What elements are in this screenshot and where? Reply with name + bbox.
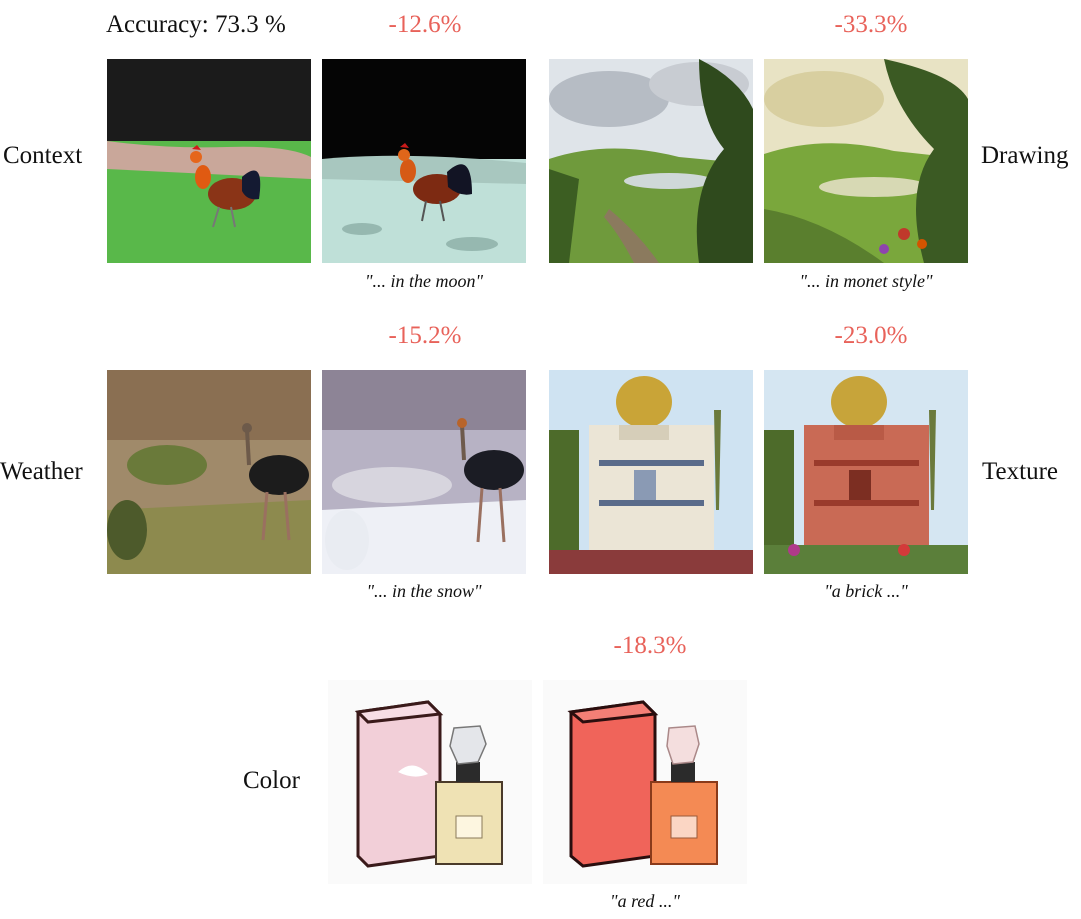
- accuracy-label: Accuracy: 73.3 %: [106, 11, 286, 38]
- caption-drawing: "... in monet style": [799, 271, 933, 291]
- image-mosque-brick: [764, 370, 968, 574]
- image-mosque-original: [549, 370, 753, 574]
- image-rooster-moon: [322, 59, 526, 263]
- delta-texture: -23.0%: [834, 322, 908, 349]
- category-context: Context: [3, 142, 83, 169]
- caption-weather: "... in the snow": [366, 581, 482, 601]
- category-drawing: Drawing: [981, 142, 1069, 169]
- image-landscape-monet: [764, 59, 968, 263]
- image-landscape-original: [549, 59, 753, 263]
- image-perfume-red: [543, 680, 747, 884]
- category-weather: Weather: [0, 458, 83, 485]
- delta-weather: -15.2%: [388, 322, 462, 349]
- image-rooster-original: [107, 59, 311, 263]
- delta-context: -12.6%: [388, 11, 462, 38]
- delta-drawing: -33.3%: [834, 11, 908, 38]
- caption-texture: "a brick ...": [824, 581, 908, 601]
- image-perfume-original: [328, 680, 532, 884]
- image-ostrich-original: [107, 370, 311, 574]
- category-color: Color: [243, 767, 300, 794]
- image-ostrich-snow: [322, 370, 526, 574]
- delta-color: -18.3%: [613, 632, 687, 659]
- caption-color: "a red ...": [610, 891, 680, 911]
- caption-context: "... in the moon": [364, 271, 484, 291]
- category-texture: Texture: [982, 458, 1058, 485]
